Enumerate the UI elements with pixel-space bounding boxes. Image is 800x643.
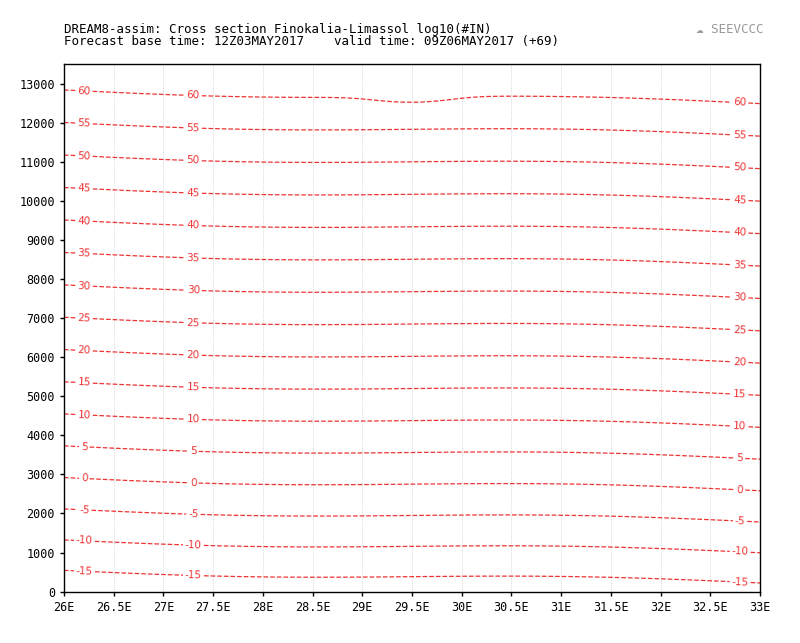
Text: 55: 55 bbox=[78, 118, 91, 129]
Text: 45: 45 bbox=[186, 188, 200, 198]
Text: 30: 30 bbox=[733, 292, 746, 303]
Text: 35: 35 bbox=[186, 253, 200, 263]
Text: 5: 5 bbox=[81, 442, 88, 452]
Text: 25: 25 bbox=[186, 318, 200, 328]
Text: -5: -5 bbox=[734, 516, 746, 527]
Text: 40: 40 bbox=[733, 228, 746, 238]
Text: 20: 20 bbox=[733, 357, 746, 367]
Text: 60: 60 bbox=[186, 90, 200, 101]
Text: -10: -10 bbox=[185, 540, 202, 550]
Text: 5: 5 bbox=[190, 446, 197, 457]
Text: 30: 30 bbox=[186, 285, 200, 296]
Text: 15: 15 bbox=[78, 377, 91, 388]
Text: 60: 60 bbox=[733, 97, 746, 108]
Text: 50: 50 bbox=[78, 150, 91, 161]
Text: 60: 60 bbox=[78, 86, 91, 96]
Text: 15: 15 bbox=[186, 382, 200, 392]
Text: 35: 35 bbox=[78, 248, 91, 258]
Text: 10: 10 bbox=[78, 410, 91, 420]
Text: 40: 40 bbox=[186, 221, 200, 231]
Text: -5: -5 bbox=[188, 509, 198, 520]
Text: 25: 25 bbox=[78, 313, 91, 323]
Text: 55: 55 bbox=[186, 123, 200, 133]
Text: ☁ SEEVCCC: ☁ SEEVCCC bbox=[697, 23, 764, 35]
Text: 0: 0 bbox=[737, 485, 743, 495]
Text: DREAM8-assim: Cross section Finokalia-Limassol log10(#IN): DREAM8-assim: Cross section Finokalia-Li… bbox=[64, 23, 491, 35]
Text: 20: 20 bbox=[78, 345, 91, 356]
Text: 30: 30 bbox=[78, 280, 91, 291]
Text: -10: -10 bbox=[76, 536, 93, 547]
Text: -5: -5 bbox=[79, 505, 90, 515]
Text: 25: 25 bbox=[733, 325, 746, 335]
Text: Forecast base time: 12Z03MAY2017    valid time: 09Z06MAY2017 (+69): Forecast base time: 12Z03MAY2017 valid t… bbox=[64, 35, 559, 48]
Text: 0: 0 bbox=[190, 478, 197, 488]
Text: 15: 15 bbox=[733, 389, 746, 400]
Text: 45: 45 bbox=[733, 195, 746, 206]
Text: 0: 0 bbox=[81, 473, 88, 484]
Text: 50: 50 bbox=[186, 156, 200, 166]
Text: 20: 20 bbox=[186, 350, 200, 360]
Text: 50: 50 bbox=[733, 162, 746, 173]
Text: 5: 5 bbox=[737, 453, 743, 464]
Text: 35: 35 bbox=[733, 260, 746, 271]
Text: -10: -10 bbox=[731, 547, 749, 557]
Text: 55: 55 bbox=[733, 130, 746, 140]
Text: -15: -15 bbox=[731, 577, 749, 588]
Text: 45: 45 bbox=[78, 183, 91, 194]
Text: -15: -15 bbox=[76, 566, 93, 577]
Text: 10: 10 bbox=[186, 414, 200, 424]
Text: 40: 40 bbox=[78, 215, 91, 226]
Text: -15: -15 bbox=[185, 570, 202, 581]
Text: 10: 10 bbox=[733, 421, 746, 431]
